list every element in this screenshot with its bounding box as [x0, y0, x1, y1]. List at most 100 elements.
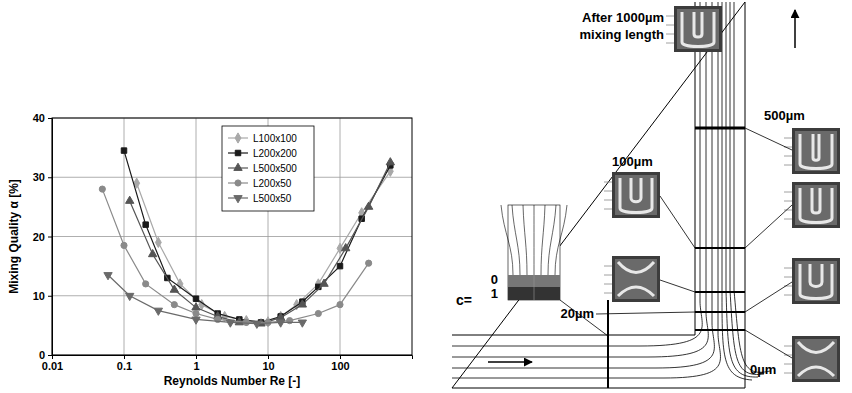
streamline	[730, 2, 764, 374]
y-tick-label: 0	[39, 349, 45, 361]
inset-streamline	[512, 205, 520, 275]
x-tick-label: 100	[331, 360, 349, 372]
streamlines	[452, 2, 770, 380]
cross-section-image	[784, 182, 840, 228]
x-axis-title: Reynolds Number Re [-]	[164, 374, 301, 388]
cross-section-image	[604, 256, 660, 302]
data-point	[320, 279, 328, 286]
flow-arrow	[794, 10, 796, 48]
data-point	[143, 222, 148, 227]
x-tick: 0.01	[42, 355, 63, 372]
y-tick-mark	[48, 296, 52, 297]
streamline	[452, 2, 720, 378]
figure: 0.010.1110100010203040Reynolds Number Re…	[0, 0, 852, 393]
y-tick-mark	[48, 237, 52, 238]
y-tick-mark	[48, 355, 52, 356]
leader-line	[745, 282, 792, 312]
y-tick-label: 40	[33, 112, 45, 124]
inlet-inset	[501, 205, 567, 300]
cross-section-image	[666, 6, 722, 52]
inset-streamline	[548, 205, 556, 275]
x-tick-mark	[196, 355, 197, 359]
y-tick-mark	[48, 177, 52, 178]
concentration-contour	[798, 342, 834, 376]
series-line	[108, 275, 302, 324]
section-inner	[795, 185, 837, 225]
legend-label: L100x100	[253, 133, 297, 144]
x-tick-label: 1	[193, 360, 199, 372]
position-label: 100µm	[612, 154, 653, 169]
data-point	[298, 300, 306, 307]
concentration-value: 1	[491, 286, 498, 301]
legend-label: L200x200	[253, 148, 297, 159]
y-tick: 40	[33, 112, 52, 124]
data-point	[154, 308, 162, 315]
data-point	[143, 281, 149, 287]
section-ground	[612, 256, 660, 302]
x-tick: 1	[193, 355, 199, 372]
inset-streamline	[501, 205, 513, 275]
data-point	[366, 260, 372, 266]
legend-label: L500x500	[253, 163, 297, 174]
inset-streamline	[555, 205, 567, 275]
data-point	[337, 302, 343, 308]
data-point	[193, 296, 198, 301]
section-line	[695, 291, 745, 293]
grid-line-y	[52, 295, 412, 296]
chart: 0.010.1110100010203040Reynolds Number Re…	[7, 112, 413, 388]
streamline	[734, 2, 770, 372]
x-tick-mark	[340, 355, 341, 359]
data-point	[121, 242, 127, 248]
concentration-contour	[800, 264, 832, 299]
data-point	[277, 313, 285, 320]
inset-frame	[508, 205, 560, 300]
data-point	[171, 302, 177, 308]
y-tick-label: 30	[33, 171, 45, 183]
x-tick-label: 0.01	[42, 360, 63, 372]
grid-line-y	[52, 236, 412, 237]
series-line	[130, 162, 391, 323]
leader-line	[745, 205, 792, 248]
legend-label: L200x50	[253, 178, 292, 189]
section-inner	[795, 339, 837, 379]
data-point	[337, 263, 342, 268]
cross-section-image	[784, 128, 840, 174]
x-tick-mark	[124, 355, 125, 359]
leader-line	[660, 196, 695, 248]
x-tick: 100	[331, 355, 349, 372]
inlet-section-line	[607, 300, 609, 388]
inset-streamline	[541, 205, 545, 275]
data-point	[192, 317, 200, 324]
data-point	[298, 320, 306, 327]
x-tick: 10	[262, 355, 274, 372]
cross-section-image	[784, 336, 840, 382]
section-inner	[677, 9, 719, 49]
x-tick: 0.1	[117, 355, 132, 372]
data-point	[226, 320, 234, 327]
concentration-contour	[618, 262, 654, 296]
section-inner	[795, 261, 837, 301]
data-point	[315, 310, 321, 316]
x-axis: 0.01 0.1 1 10 100	[42, 355, 413, 372]
streamline	[452, 2, 714, 368]
series-line	[137, 171, 391, 321]
section-line	[695, 127, 745, 130]
section-line	[695, 247, 745, 249]
section-ground	[792, 336, 840, 382]
section-line	[695, 311, 745, 313]
section-ground	[612, 172, 660, 218]
x-axis-line	[53, 356, 413, 360]
legend-marker	[234, 196, 242, 203]
leader-line	[596, 312, 695, 314]
section-ground	[792, 182, 840, 228]
streamline	[452, 2, 702, 346]
position-label: 500µm	[764, 108, 805, 123]
data-point	[121, 148, 126, 153]
mixing-length-label: After 1000µm	[582, 10, 664, 25]
data-point	[155, 237, 161, 247]
concentration-contour	[800, 188, 832, 223]
concentration-contour	[620, 178, 652, 213]
mixing-length-label: mixing length	[580, 27, 665, 42]
section-ground	[792, 258, 840, 304]
y-axis-line	[48, 119, 53, 356]
